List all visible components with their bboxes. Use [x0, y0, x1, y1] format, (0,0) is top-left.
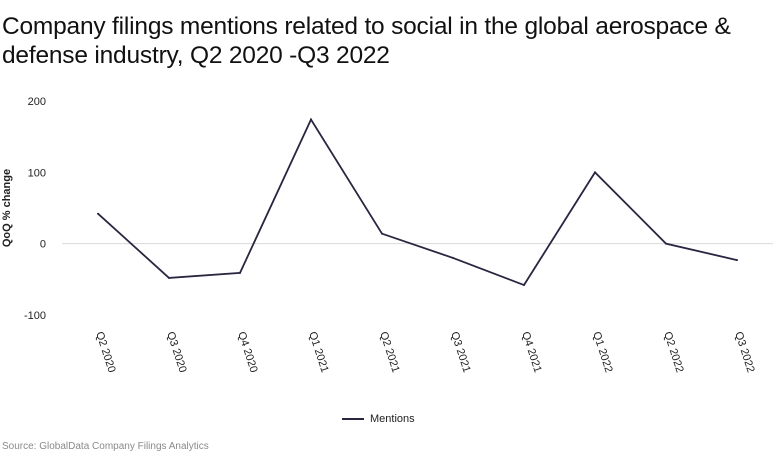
x-tick-label: Q4 2021 — [519, 330, 543, 374]
data-point — [168, 276, 170, 279]
data-point — [239, 271, 241, 274]
data-point — [736, 259, 738, 262]
y-tick-label: 100 — [28, 167, 46, 179]
y-tick-label: 200 — [28, 96, 46, 108]
x-axis-ticks: Q2 2020 Q3 2020 Q4 2020 Q1 2021 Q2 2021 Q3 20… — [93, 330, 756, 374]
data-point — [97, 212, 99, 215]
y-tick-label: -100 — [24, 310, 46, 322]
x-tick-label: Q1 2022 — [590, 330, 614, 374]
legend-swatch-mentions — [342, 418, 364, 420]
x-tick-label: Q2 2020 — [93, 330, 117, 374]
series-group — [97, 117, 738, 287]
data-point — [523, 284, 525, 287]
chart-title: Company filings mentions related to soci… — [2, 13, 731, 69]
data-point — [665, 242, 667, 245]
x-tick-label: Q2 2022 — [661, 330, 685, 374]
source-note: Source: GlobalData Company Filings Analy… — [2, 441, 209, 452]
x-tick-label: Q1 2021 — [306, 330, 330, 374]
data-point — [310, 118, 312, 121]
y-tick-label: 0 — [40, 239, 46, 251]
y-axis-ticks: 200 100 0 -100 — [24, 96, 46, 322]
x-tick-label: Q3 2021 — [448, 330, 472, 374]
data-point — [381, 232, 383, 235]
x-tick-label: Q4 2020 — [235, 330, 259, 374]
data-point — [452, 256, 454, 259]
x-tick-label: Q2 2021 — [377, 330, 401, 374]
y-axis-title: QoQ % change — [1, 169, 13, 247]
legend: Mentions — [342, 413, 415, 425]
x-tick-label: Q3 2022 — [732, 330, 756, 374]
data-point — [594, 171, 596, 174]
legend-label-mentions: Mentions — [370, 413, 415, 425]
x-tick-label: Q3 2020 — [164, 330, 188, 374]
series-line-mentions — [97, 117, 738, 287]
